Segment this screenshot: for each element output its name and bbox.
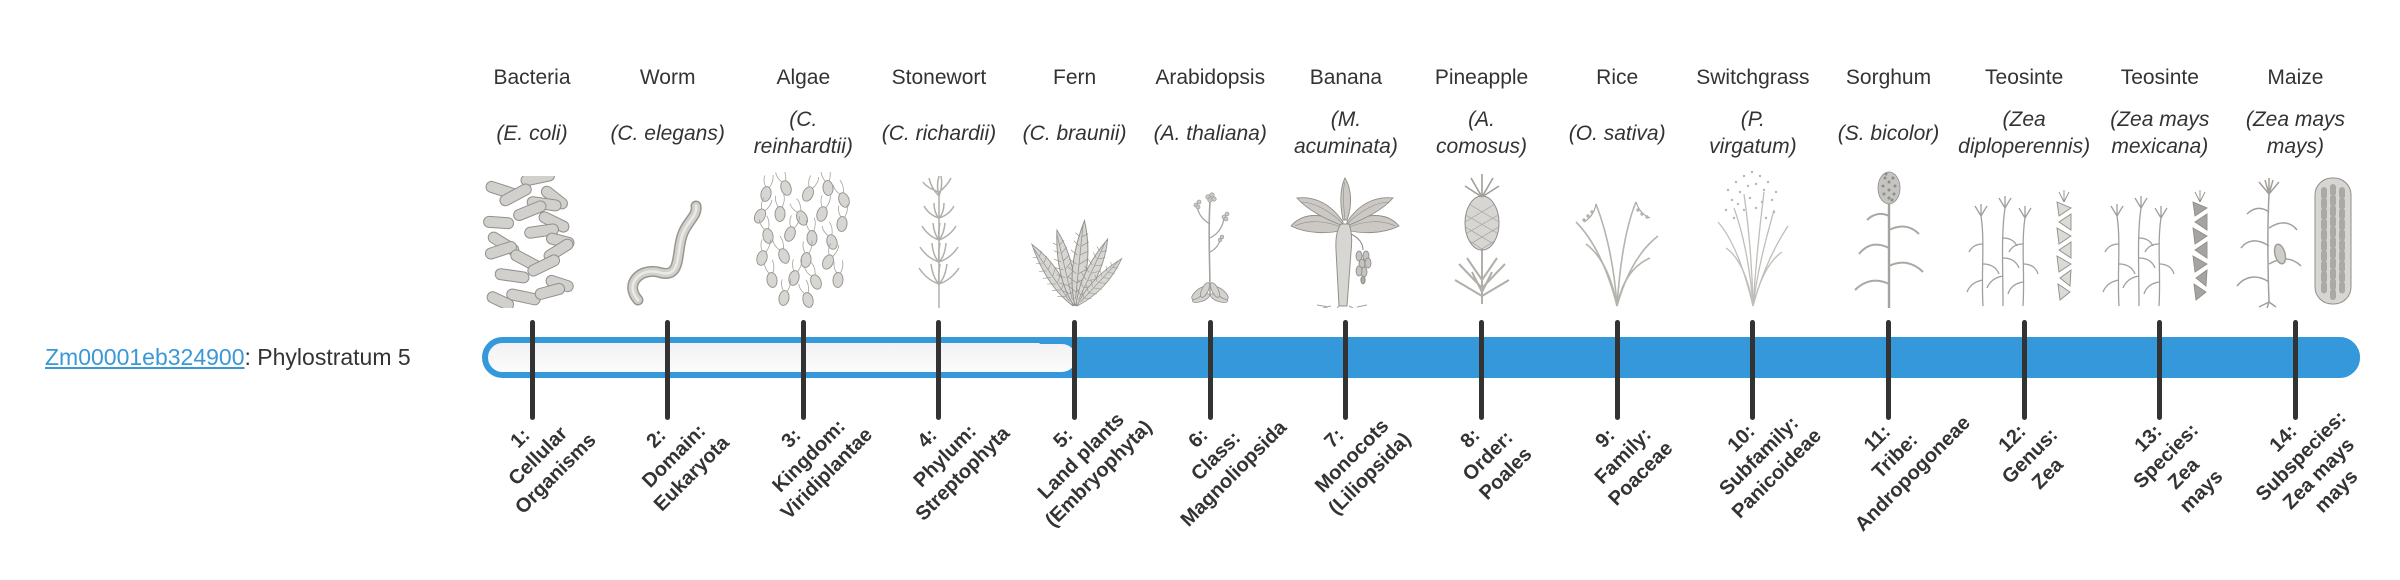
banana-icon [1271,168,1421,308]
organism-scientific-name: (Zea diploperennis) [1958,108,2091,158]
organism-common-name: Bacteria [493,66,571,89]
organism-common-name: Stonewort [891,66,987,89]
teosinte-diploperennis-icon [1949,168,2099,308]
timeline-tick [529,320,535,420]
organism-column: Algae (C. reinhardtii) 3: Kingdom: Virid… [728,0,878,580]
organism-column: Arabidopsis (A. thaliana) 6: Class: Magn… [1135,0,1292,580]
organism-common-name: Worm [639,66,696,89]
switchgrass-icon [1678,168,1828,308]
organism-scientific-name: (M. acuminata) [1293,108,1398,158]
organism-column: Fern (C. braunii) 5: Land plants (Embryo… [1000,0,1156,580]
arabidopsis-icon [1135,168,1285,308]
teosinte-mexicana-icon [2085,168,2235,308]
organism-common-name: Rice [1596,66,1639,89]
timeline-tick [2021,320,2027,420]
organism-column: Banana (M. acuminata) 7: Monocots (Lilio… [1271,0,1421,580]
stratum-label: 1: Cellular Organisms [504,422,601,519]
timeline-tick [1886,320,1891,420]
organism-common-name: Sorghum [1845,66,1932,89]
organism-column: Switchgrass (P. virgatum) 10: Subfamily:… [1678,0,1828,580]
organism-common-name: Pineapple [1434,66,1529,89]
organism-scientific-name: (E. coli) [496,121,568,145]
organism-scientific-name: (Zea mays mays) [2245,108,2346,158]
timeline-tick [1479,320,1485,420]
organism-column: Pineapple (A. comosus) 8: Order: Poales [1407,0,1557,580]
stratum-label: 3: Kingdom: Viridiplantae [768,415,878,524]
timeline-tick [800,320,806,420]
sorghum-icon [1814,168,1964,308]
organism-column: Sorghum (S. bicolor) 11: Tribe: Andropog… [1814,0,1975,580]
organism-common-name: Teosinte [2120,66,2199,89]
pineapple-icon [1407,168,1557,308]
organism-column: Teosinte (Zea diploperennis) 12: Genus: … [1949,0,2099,580]
organism-scientific-name: (C. richardii) [881,121,997,145]
stratum-label: 7: Monocots (Liliopsida) [1310,415,1416,520]
organism-scientific-name: (A. comosus) [1436,108,1528,158]
organism-scientific-name: (S. bicolor) [1837,121,1940,145]
timeline-tick [665,320,671,420]
organism-column: Worm (C. elegans) 2: Domain: Eukaryota [593,0,743,580]
organism-common-name: Teosinte [1985,66,2064,89]
stratum-label: 2: Domain: Eukaryota [637,420,734,516]
timeline-tick [1072,320,1078,420]
worm-icon [593,168,743,308]
timeline-tick [2157,320,2163,420]
rice-icon [1542,168,1692,308]
organism-scientific-name: (A. thaliana) [1153,121,1267,145]
organism-common-name: Algae [776,66,831,89]
timeline-tick [1207,320,1213,420]
stratum-label: 12: Genus: Zea [1994,420,2068,494]
phylostratum-text: : Phylostratum 5 [244,344,411,370]
timeline-tick [936,320,942,420]
gene-id-link[interactable]: Zm00001eb324900 [45,344,245,370]
organism-common-name: Switchgrass [1696,66,1810,89]
organism-common-name: Fern [1053,66,1097,89]
organism-common-name: Arabidopsis [1155,66,1266,89]
organism-column: Teosinte (Zea mays mexicana) 13: Species… [2085,0,2235,580]
organism-scientific-name: (P. virgatum) [1709,108,1797,158]
organism-scientific-name: (C. reinhardtii) [753,108,853,158]
timeline-tick [2292,320,2298,420]
organism-column: Rice (O. sativa) 9: Family: Poaceae [1542,0,1692,580]
organism-scientific-name: (Zea mays mexicana) [2110,108,2210,158]
stonewort-icon [864,168,1014,308]
organism-common-name: Banana [1309,66,1383,89]
organism-scientific-name: (C. braunii) [1022,121,1127,145]
timeline-tick [1750,320,1756,420]
gene-label: Zm00001eb324900: Phylostratum 5 [45,344,411,371]
stratum-label: 14: Subspecies: Zea mays mays [2252,406,2363,518]
stratum-label: 9: Family: Poaceae [1590,423,1678,511]
organism-common-name: Maize [2267,66,2324,89]
stratum-label: 4: Phylum: Streptophyta [909,420,1015,526]
bacteria-icon [457,168,607,308]
timeline-tick [1343,320,1349,420]
stratum-label: 8: Order: Poales [1455,424,1536,505]
algae-icon [728,168,878,308]
organism-column: Maize (Zea mays mays) 14: Subspecies: Ze… [2220,0,2370,580]
timeline-tick [1614,320,1620,420]
timeline-filled-range [1034,337,2360,378]
maize-icon [2220,168,2370,308]
fern-icon [1000,168,1150,308]
organism-column: Stonewort (C. richardii) 4: Phylum: Stre… [864,0,1014,580]
stratum-label: 10: Subfamily: Panicoideae [1715,412,1826,523]
organism-column: Bacteria (E. coli) 1: Cellula [457,0,607,580]
organism-scientific-name: (O. sativa) [1568,121,1666,145]
organism-scientific-name: (C. elegans) [610,121,725,145]
timeline-unfilled-range [489,343,1076,372]
